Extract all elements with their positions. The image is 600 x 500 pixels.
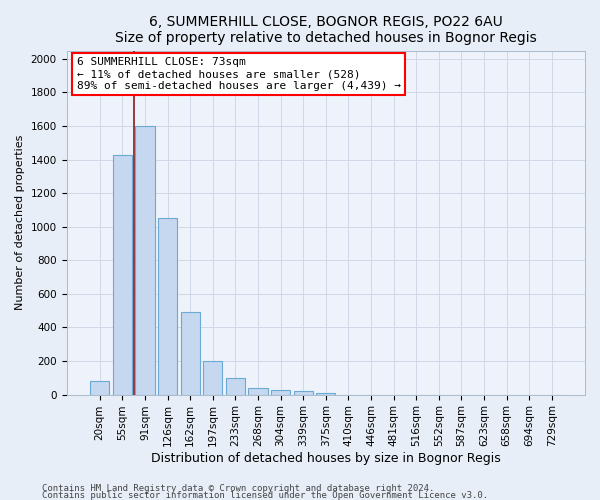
Text: Contains public sector information licensed under the Open Government Licence v3: Contains public sector information licen… bbox=[42, 490, 488, 500]
Bar bbox=[158, 218, 177, 394]
Bar bbox=[113, 156, 132, 394]
Text: 6 SUMMERHILL CLOSE: 73sqm
← 11% of detached houses are smaller (528)
89% of semi: 6 SUMMERHILL CLOSE: 73sqm ← 11% of detac… bbox=[77, 58, 401, 90]
Bar bbox=[181, 312, 200, 394]
Bar bbox=[136, 126, 155, 394]
Bar bbox=[271, 390, 290, 394]
Bar bbox=[203, 361, 223, 394]
Bar bbox=[226, 378, 245, 394]
Y-axis label: Number of detached properties: Number of detached properties bbox=[15, 135, 25, 310]
Title: 6, SUMMERHILL CLOSE, BOGNOR REGIS, PO22 6AU
Size of property relative to detache: 6, SUMMERHILL CLOSE, BOGNOR REGIS, PO22 … bbox=[115, 15, 536, 45]
Bar bbox=[293, 391, 313, 394]
X-axis label: Distribution of detached houses by size in Bognor Regis: Distribution of detached houses by size … bbox=[151, 452, 500, 465]
Text: Contains HM Land Registry data © Crown copyright and database right 2024.: Contains HM Land Registry data © Crown c… bbox=[42, 484, 434, 493]
Bar bbox=[248, 388, 268, 394]
Bar bbox=[316, 393, 335, 394]
Bar bbox=[90, 381, 109, 394]
